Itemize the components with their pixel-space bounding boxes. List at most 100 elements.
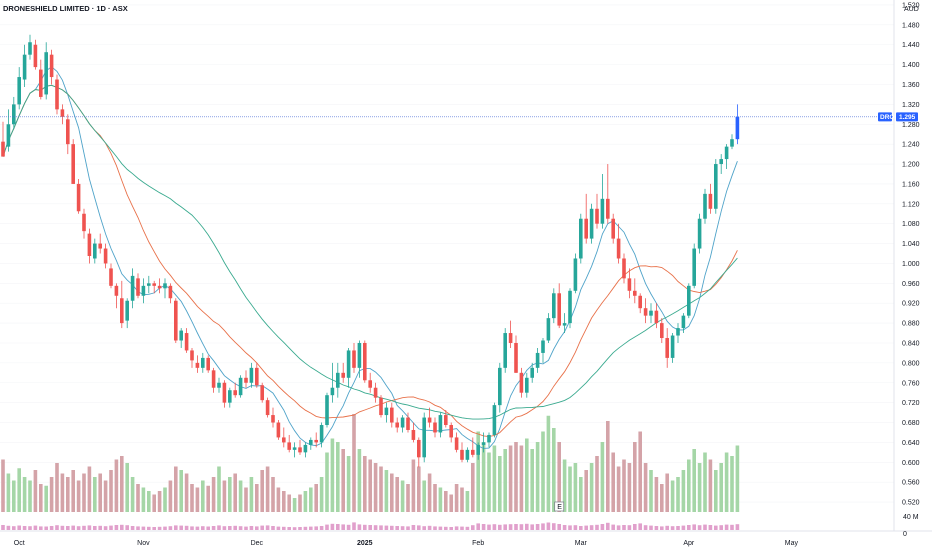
- price-axis[interactable]: 1.520 1.480 1.440 1.400 1.360 1.320 1.280 1.240…: [902, 2, 920, 506]
- candle: [411, 422, 416, 443]
- volume-bar: [395, 477, 399, 512]
- volume-strip-bar: [238, 526, 243, 530]
- candle-body: [697, 218, 702, 249]
- candle-body: [557, 293, 561, 326]
- candle-body: [638, 295, 642, 309]
- volume-strip-bar: [541, 523, 545, 530]
- candle-body: [363, 342, 367, 381]
- candle-body: [282, 437, 286, 443]
- volume-bar: [114, 459, 119, 512]
- price-tick-label: 0.600: [902, 460, 920, 467]
- candle: [352, 342, 356, 373]
- volume-bar: [487, 452, 491, 512]
- volume-bar: [17, 468, 21, 512]
- volume-bar: [514, 442, 518, 512]
- candle-body: [552, 293, 556, 319]
- candle-body: [724, 146, 729, 160]
- candle-body: [330, 387, 335, 396]
- candle: [465, 447, 470, 463]
- candle-body: [492, 405, 497, 435]
- volume-bar: [471, 463, 475, 512]
- volume-strip-bar: [276, 526, 281, 530]
- volume-strip-bar: [93, 526, 97, 530]
- candle: [103, 243, 108, 269]
- volume-bar: [714, 470, 718, 512]
- volume-strip-bar: [120, 524, 124, 530]
- candle-body: [687, 285, 691, 316]
- volume-strip-bar: [465, 526, 470, 530]
- volume-strip-bar: [487, 524, 491, 530]
- volume-bar: [368, 459, 372, 512]
- volume-strip-bar: [503, 524, 507, 530]
- candle: [600, 173, 605, 229]
- candle: [406, 412, 410, 433]
- candles: [1, 34, 740, 468]
- candle: [71, 139, 75, 184]
- candle: [703, 188, 707, 224]
- volume-bar: [120, 456, 124, 512]
- candle-body: [525, 377, 529, 393]
- candle: [55, 74, 59, 115]
- candle: [606, 164, 610, 224]
- volume-strip-bar: [244, 526, 248, 530]
- candle: [309, 437, 313, 450]
- volume-bar: [373, 463, 378, 512]
- candle: [665, 328, 669, 368]
- volume-strip-bar: [44, 526, 48, 530]
- candle-body: [292, 447, 297, 450]
- candle-body: [427, 417, 432, 423]
- volume-bar: [125, 463, 129, 512]
- candle-body: [460, 449, 464, 460]
- time-tick-label: Nov: [137, 540, 150, 547]
- candle-body: [530, 367, 534, 378]
- earnings-marker[interactable]: E: [554, 501, 565, 512]
- volume-bar: [417, 466, 421, 512]
- volume-bar: [39, 484, 43, 512]
- volume-strip-bar: [179, 525, 183, 530]
- volume-bar: [60, 473, 65, 512]
- candle-body: [627, 278, 632, 291]
- candle: [211, 367, 216, 393]
- volume-strip-bar: [627, 525, 632, 530]
- volume-bar: [152, 494, 156, 512]
- candle-body: [503, 333, 507, 368]
- volume-bar: [703, 452, 707, 512]
- volume-bar: [735, 445, 740, 512]
- volume-bar: [55, 463, 59, 512]
- candle-body: [622, 258, 626, 279]
- candle: [568, 288, 572, 329]
- volume-strip-bar: [411, 525, 416, 530]
- volume-strip-bar: [379, 525, 383, 530]
- volume-bar: [292, 498, 297, 512]
- volume-strip-bar: [427, 525, 432, 530]
- volume-bar: [562, 459, 567, 512]
- candle-body: [152, 283, 156, 286]
- currency-label: AUD: [904, 6, 919, 13]
- candle: [336, 362, 340, 398]
- candle: [125, 298, 129, 329]
- time-axis[interactable]: Oct Nov Dec 2025 Feb Mar Apr May: [14, 540, 799, 547]
- volume-bar: [303, 491, 308, 512]
- volume-bar: [503, 449, 507, 512]
- volume-bar: [427, 473, 432, 512]
- candle-body: [508, 333, 513, 343]
- candle: [22, 44, 27, 87]
- volume-strip-bar: [309, 526, 313, 530]
- volume-strip-bar: [557, 524, 561, 530]
- candle-body: [228, 390, 232, 403]
- candle-body: [714, 164, 718, 209]
- volume-bar: [157, 491, 162, 512]
- candle-body: [314, 439, 318, 443]
- candle: [265, 397, 270, 418]
- candle-body: [703, 193, 707, 219]
- volume-bar: [222, 480, 227, 512]
- candle-body: [735, 116, 740, 140]
- candle-body: [233, 390, 237, 396]
- volume-strip-bar: [325, 524, 329, 530]
- volume-strip-bar: [195, 526, 200, 530]
- volume-strip-bar: [735, 524, 740, 530]
- volume-strip-bar: [481, 524, 486, 530]
- volume-strip-bar: [433, 526, 437, 530]
- candle-body: [411, 429, 416, 440]
